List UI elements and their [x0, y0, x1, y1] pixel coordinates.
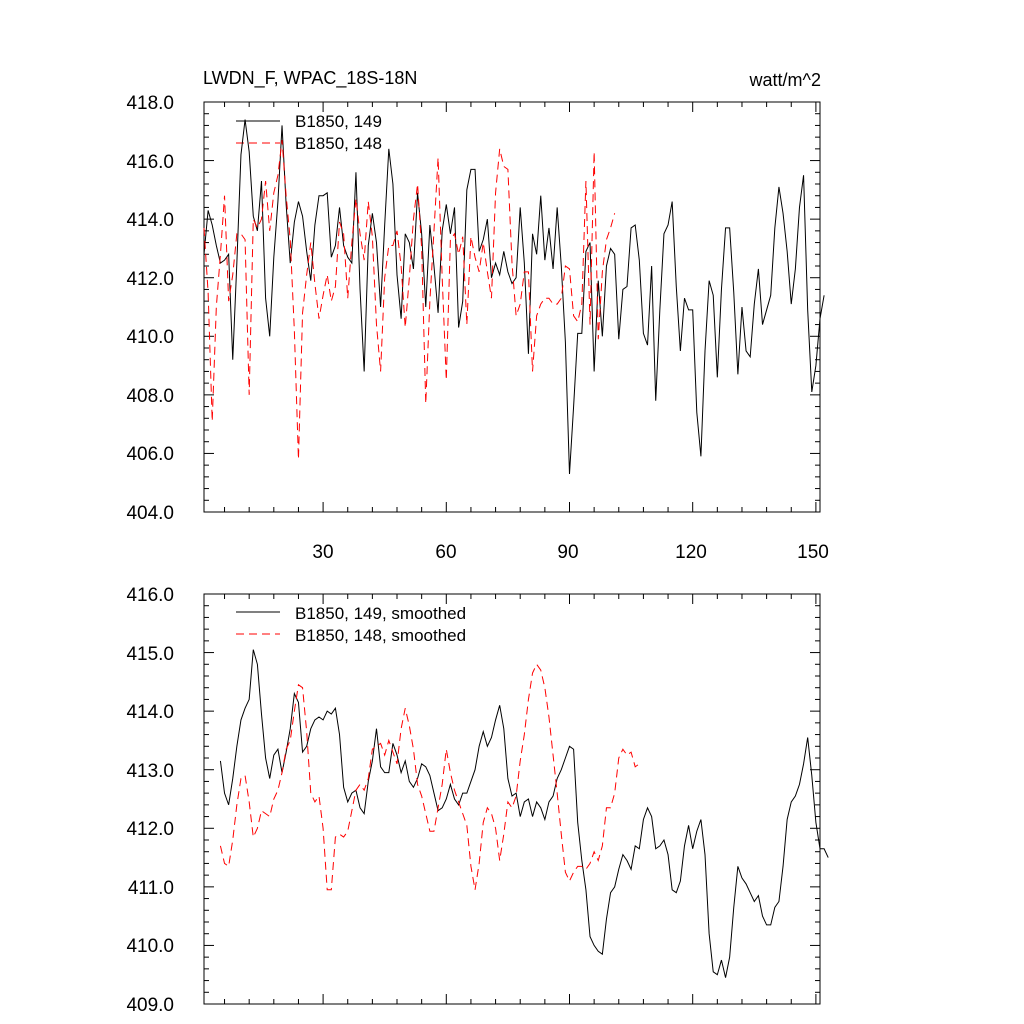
series-line-148	[203, 140, 616, 460]
top-x-tick-label: 60	[435, 542, 456, 563]
bottom-panel: 409.0 410.0 411.0 412.0 413.0 414.0 415.…	[126, 585, 829, 1016]
top-y-tick-label: 404.0	[126, 503, 174, 524]
top-y-tick-label: 410.0	[126, 327, 174, 348]
top-plot-frame	[203, 101, 821, 513]
bottom-plot-frame	[203, 593, 821, 1005]
top-title: LWDN_F, WPAC_18S-18N	[203, 68, 417, 89]
bottom-y-tick-label: 412.0	[126, 819, 174, 840]
top-x-tick-label: 30	[312, 542, 333, 563]
bottom-y-tick-label: 413.0	[126, 761, 174, 782]
bottom-y-tick-label: 409.0	[126, 995, 174, 1016]
bottom-y-tick-label: 411.0	[128, 878, 174, 899]
top-y-tick-label: 406.0	[126, 444, 174, 465]
top-x-tick-label: 120	[675, 542, 707, 563]
legend-label-149: B1850, 149	[295, 112, 382, 131]
top-legend: B1850, 149 B1850, 148	[236, 112, 382, 153]
bottom-y-tick-label: 414.0	[126, 702, 174, 723]
top-x-tick-labels: 30 60 90 120 150	[312, 542, 828, 563]
legend-label-148-smoothed: B1850, 148, smoothed	[295, 626, 466, 645]
top-x-tick-label: 90	[557, 542, 578, 563]
top-x-tick-label: 150	[797, 542, 829, 563]
top-y-tick-label: 412.0	[126, 269, 174, 290]
top-y-tick-label: 408.0	[126, 386, 174, 407]
top-panel: LWDN_F, WPAC_18S-18N watt/m^2 404.0 406.…	[126, 68, 828, 563]
series-line-149-smoothed	[219, 649, 829, 978]
top-y-tick-labels: 404.0 406.0 408.0 410.0 412.0 414.0 416.…	[126, 93, 174, 524]
series-line-149	[203, 119, 825, 474]
legend-label-148: B1850, 148	[295, 134, 382, 153]
top-y-tick-label: 416.0	[126, 152, 174, 173]
legend-label-149-smoothed: B1850, 149, smoothed	[295, 604, 466, 623]
bottom-legend: B1850, 149, smoothed B1850, 148, smoothe…	[236, 604, 466, 645]
bottom-ticks	[204, 593, 820, 1005]
bottom-y-tick-label: 416.0	[126, 585, 174, 606]
top-units: watt/m^2	[749, 70, 821, 90]
top-y-tick-label: 414.0	[126, 210, 174, 231]
bottom-y-tick-label: 415.0	[126, 644, 174, 665]
top-ticks	[204, 101, 820, 513]
bottom-y-tick-labels: 409.0 410.0 411.0 412.0 413.0 414.0 415.…	[126, 585, 174, 1016]
series-line-148-smoothed	[219, 663, 640, 891]
bottom-y-tick-label: 410.0	[126, 936, 174, 957]
top-y-tick-label: 418.0	[126, 93, 174, 114]
